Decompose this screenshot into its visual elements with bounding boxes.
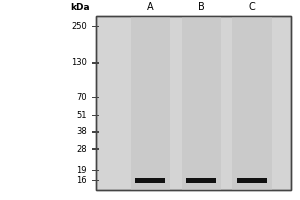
Text: 38: 38 [76,127,87,136]
Text: 70: 70 [76,93,87,102]
Text: 51: 51 [76,111,87,120]
Text: 130: 130 [71,58,87,67]
Text: B: B [198,2,204,12]
Text: 16: 16 [76,176,87,185]
Text: A: A [147,2,153,12]
Text: C: C [249,2,255,12]
Text: 250: 250 [71,22,87,31]
Text: 28: 28 [76,145,87,154]
Text: kDa: kDa [70,3,90,12]
Text: 19: 19 [76,166,87,175]
